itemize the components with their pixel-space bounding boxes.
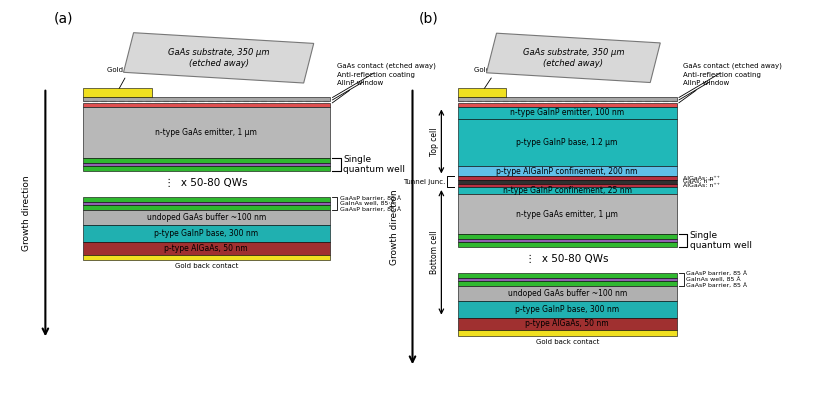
Bar xyxy=(458,180,676,184)
Bar xyxy=(82,166,330,171)
Text: AlInP window: AlInP window xyxy=(679,80,729,103)
Text: (b): (b) xyxy=(419,12,439,26)
Text: ⋮  x 50-80 QWs: ⋮ x 50-80 QWs xyxy=(526,254,609,264)
Text: GaAs substrate, 350 μm
(etched away): GaAs substrate, 350 μm (etched away) xyxy=(167,48,270,67)
Text: Growth direction: Growth direction xyxy=(22,176,31,251)
Text: n-type GaInP confinement, 25 nm: n-type GaInP confinement, 25 nm xyxy=(502,186,632,195)
Bar xyxy=(458,176,676,180)
Text: GaInAs well, 85 Å: GaInAs well, 85 Å xyxy=(686,277,741,282)
Bar xyxy=(82,242,330,255)
Bar xyxy=(458,119,676,166)
Bar xyxy=(458,103,676,107)
Text: Gold contact: Gold contact xyxy=(474,67,519,90)
Text: AlInP window: AlInP window xyxy=(332,80,383,103)
Text: GaInAs well, 85 Å: GaInAs well, 85 Å xyxy=(340,201,394,206)
Text: Bottom cell: Bottom cell xyxy=(430,231,439,274)
Bar xyxy=(82,88,152,97)
Bar xyxy=(82,163,330,166)
Bar xyxy=(82,255,330,260)
Text: GaAs contact (etched away): GaAs contact (etched away) xyxy=(679,63,782,97)
Polygon shape xyxy=(487,33,660,83)
Text: GaAs substrate, 350 μm
(etched away): GaAs substrate, 350 μm (etched away) xyxy=(522,48,625,67)
Text: ⋮  x 50-80 QWs: ⋮ x 50-80 QWs xyxy=(164,178,248,188)
Text: (a): (a) xyxy=(54,12,73,26)
Bar xyxy=(458,107,676,119)
Bar xyxy=(458,234,676,239)
Bar xyxy=(82,210,330,225)
Bar xyxy=(458,88,506,97)
Text: Gold contact: Gold contact xyxy=(107,67,152,90)
Text: Anti-reflection coating: Anti-reflection coating xyxy=(679,71,761,100)
Bar xyxy=(458,239,676,242)
Text: GaAsP barrier, 85 Å: GaAsP barrier, 85 Å xyxy=(686,271,747,276)
Bar xyxy=(458,318,676,330)
Bar xyxy=(82,158,330,163)
Bar xyxy=(82,205,330,210)
Bar xyxy=(458,242,676,247)
Text: p-type AlGaAs, 50 nm: p-type AlGaAs, 50 nm xyxy=(164,244,248,253)
Text: GaAs: n⁺⁺: GaAs: n⁺⁺ xyxy=(683,179,714,184)
Text: undoped GaAs buffer ~100 nm: undoped GaAs buffer ~100 nm xyxy=(147,213,266,222)
Bar xyxy=(82,225,330,242)
Text: AlGaAs: p⁺⁺: AlGaAs: p⁺⁺ xyxy=(683,176,720,181)
Bar xyxy=(458,281,676,286)
Text: GaAs contact (etched away): GaAs contact (etched away) xyxy=(332,63,436,97)
Bar xyxy=(458,301,676,318)
Text: Top cell: Top cell xyxy=(430,127,439,156)
Bar xyxy=(458,187,676,194)
Text: GaAsP barrier, 85 Å: GaAsP barrier, 85 Å xyxy=(340,207,401,211)
Bar xyxy=(458,278,676,281)
Text: Single
quantum well: Single quantum well xyxy=(343,155,405,174)
Text: p-type GaInP base, 1.2 μm: p-type GaInP base, 1.2 μm xyxy=(516,138,618,147)
Bar xyxy=(458,97,676,101)
Text: Single
quantum well: Single quantum well xyxy=(690,231,752,250)
Text: n-type GaInP emitter, 100 nm: n-type GaInP emitter, 100 nm xyxy=(510,108,625,117)
Bar xyxy=(458,330,676,336)
Text: p-type AlGaInP confinement, 200 nm: p-type AlGaInP confinement, 200 nm xyxy=(497,167,638,176)
Text: undoped GaAs buffer ~100 nm: undoped GaAs buffer ~100 nm xyxy=(507,289,627,298)
Text: n-type GaAs emitter, 1 μm: n-type GaAs emitter, 1 μm xyxy=(155,128,257,137)
Bar xyxy=(458,273,676,278)
Bar xyxy=(82,107,330,158)
Bar xyxy=(82,97,330,101)
Bar xyxy=(82,202,330,205)
Text: p-type GaInP base, 300 nm: p-type GaInP base, 300 nm xyxy=(154,229,258,238)
Text: GaAsP barrier, 85 Å: GaAsP barrier, 85 Å xyxy=(340,196,401,200)
Text: AlGaAs: n⁺⁺: AlGaAs: n⁺⁺ xyxy=(683,183,720,188)
Bar xyxy=(82,197,330,202)
Text: Tunnel junc.: Tunnel junc. xyxy=(403,179,446,185)
Bar xyxy=(458,166,676,176)
Text: Gold back contact: Gold back contact xyxy=(175,263,238,269)
Text: Growth direction: Growth direction xyxy=(390,190,398,265)
Bar xyxy=(458,286,676,301)
Polygon shape xyxy=(124,33,314,83)
Text: Gold back contact: Gold back contact xyxy=(535,339,599,345)
Text: Anti-reflection coating: Anti-reflection coating xyxy=(332,71,414,100)
Text: n-type GaAs emitter, 1 μm: n-type GaAs emitter, 1 μm xyxy=(516,210,618,219)
Bar xyxy=(82,103,330,107)
Text: p-type GaInP base, 300 nm: p-type GaInP base, 300 nm xyxy=(515,305,620,314)
Text: GaAsP barrier, 85 Å: GaAsP barrier, 85 Å xyxy=(686,282,747,287)
Bar xyxy=(458,194,676,234)
Text: p-type AlGaAs, 50 nm: p-type AlGaAs, 50 nm xyxy=(526,320,609,328)
Bar xyxy=(458,184,676,187)
